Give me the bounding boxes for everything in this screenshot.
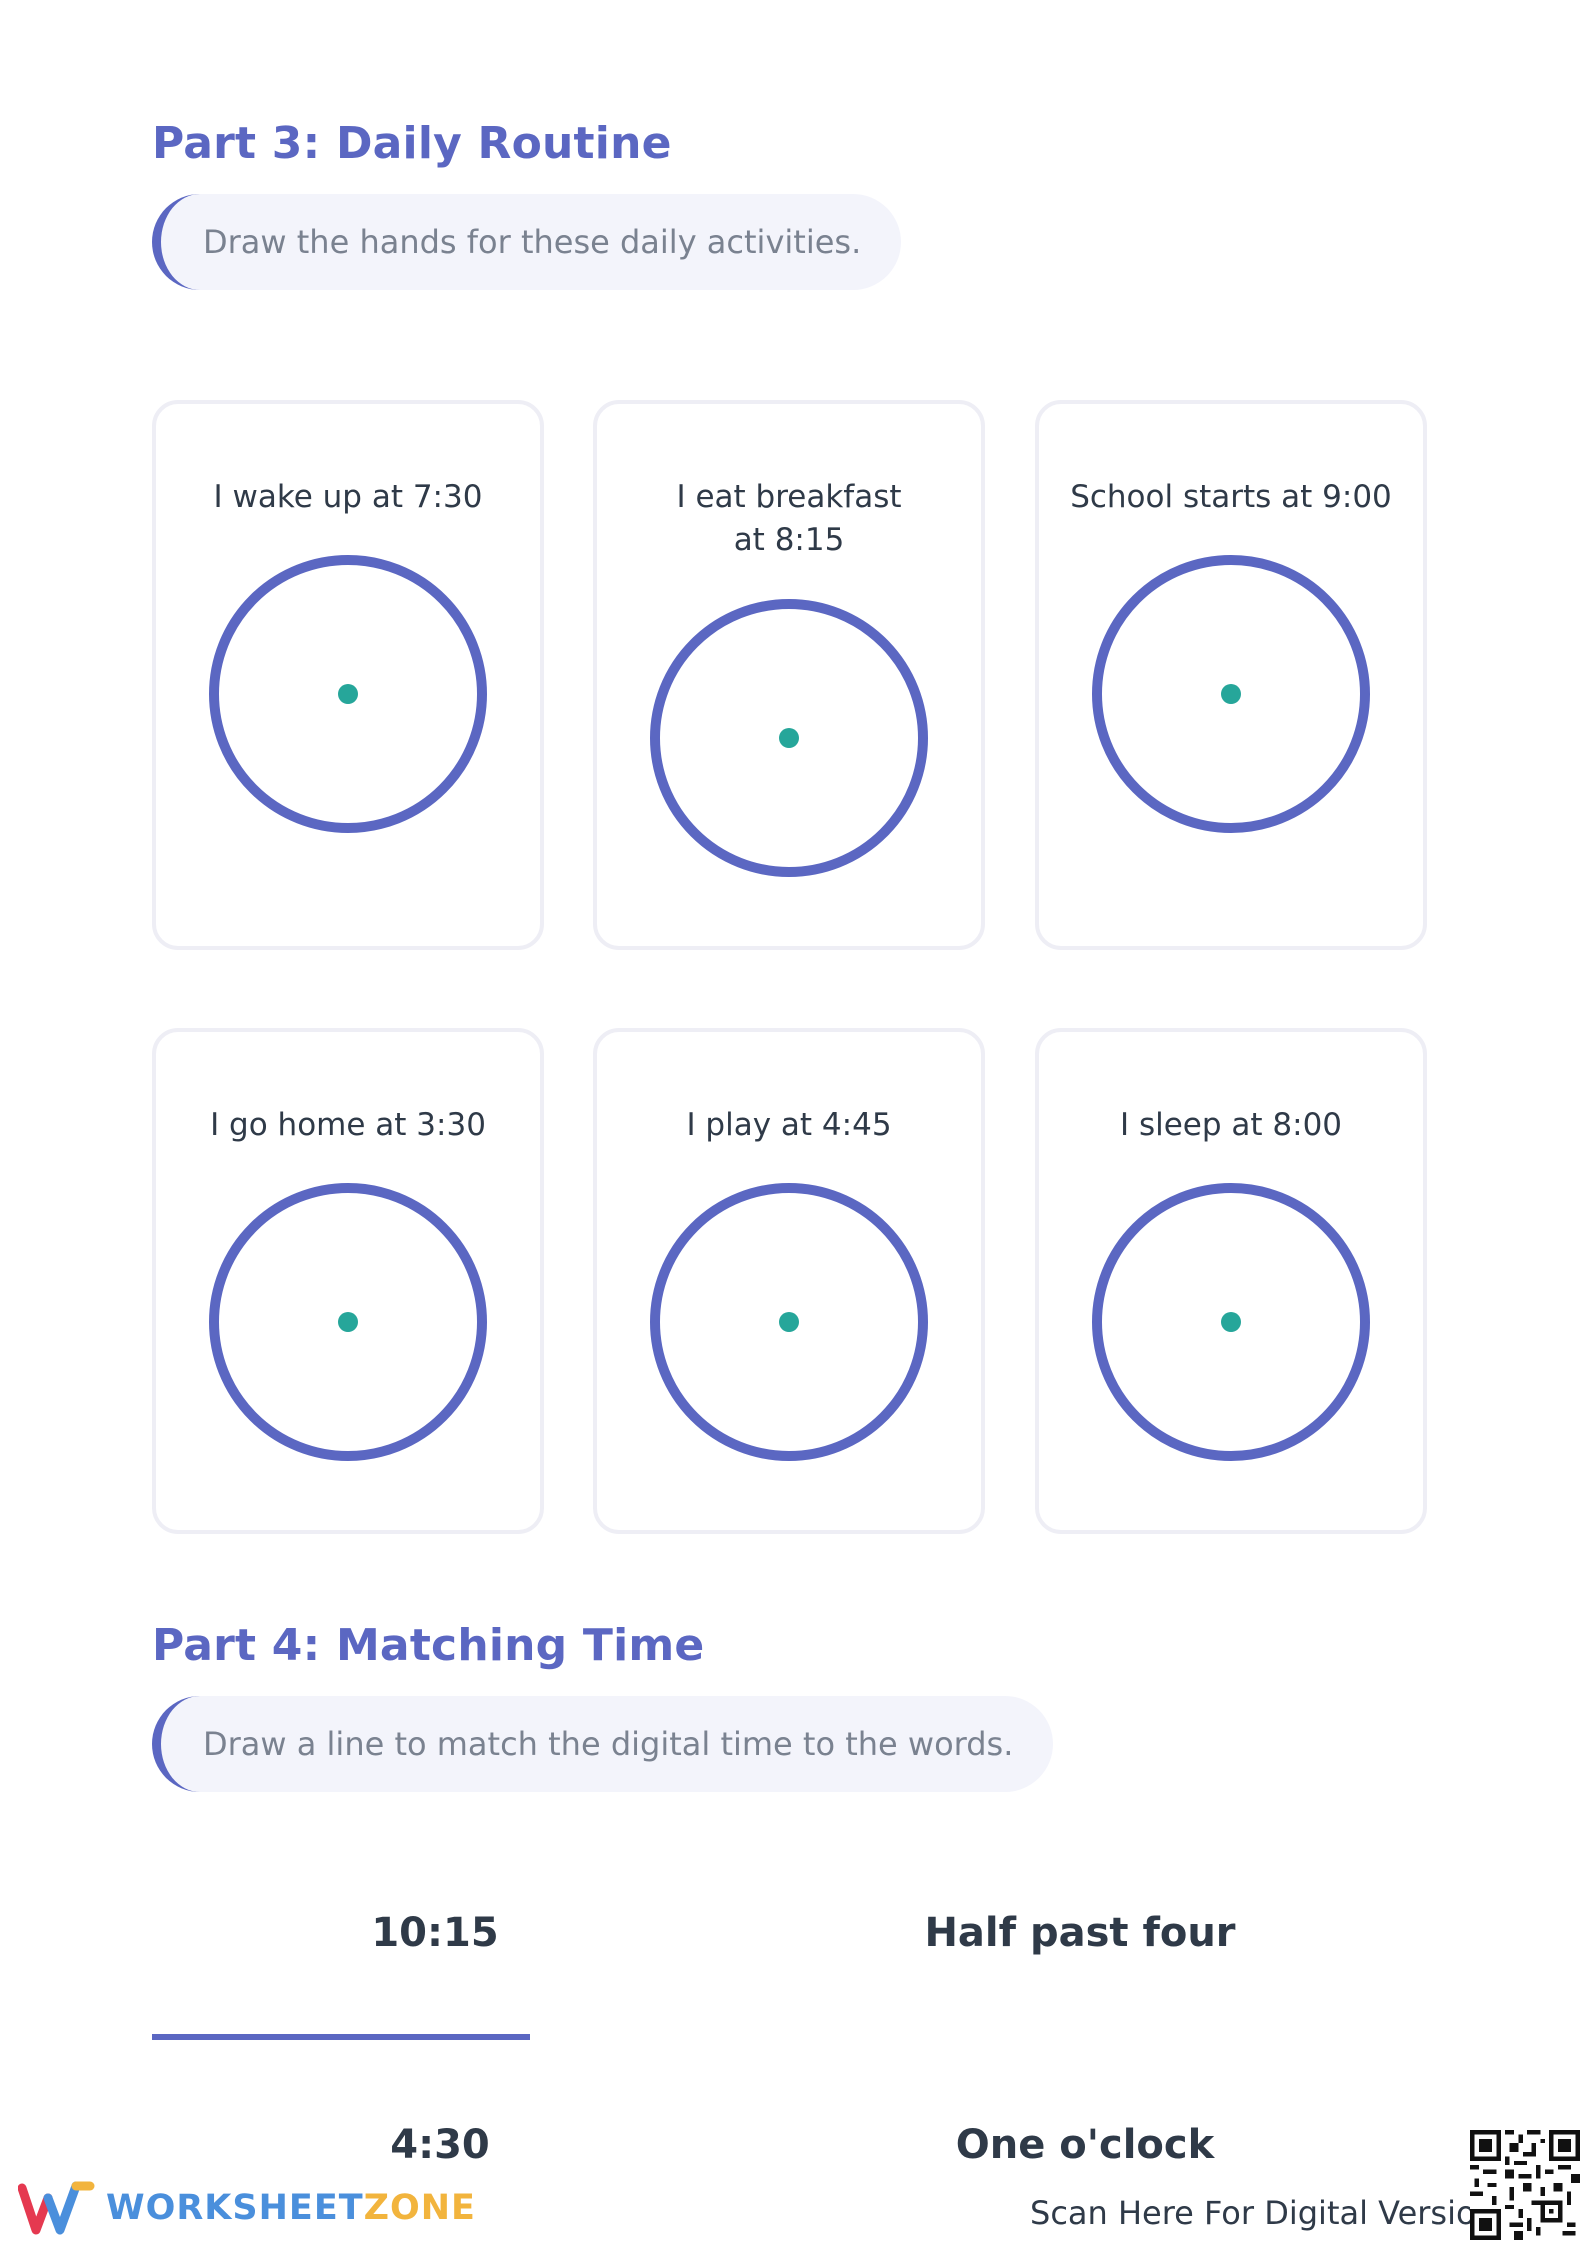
activity-card-2: I eat breakfast at 8:15 — [593, 400, 985, 950]
blank-clock-face[interactable] — [1091, 554, 1371, 834]
match-divider-line — [152, 2034, 530, 2040]
activity-card-text: I eat breakfast at 8:15 — [676, 479, 902, 558]
clock-rim — [650, 599, 928, 877]
digital-time-1[interactable]: 10:15 — [371, 1910, 499, 1956]
clock-rim — [1092, 555, 1370, 833]
clock-center-dot — [1221, 1312, 1241, 1332]
clock-rim — [209, 555, 487, 833]
blank-clock-face[interactable] — [208, 554, 488, 834]
clock-rim — [650, 1183, 928, 1461]
clock-center-dot — [338, 684, 358, 704]
part4-instruction: Draw a line to match the digital time to… — [152, 1696, 1054, 1792]
worksheetzone-w-logo-icon — [18, 2181, 95, 2235]
clock-center-dot — [779, 1312, 799, 1332]
part4-title: Part 4: Matching Time — [152, 1620, 705, 1671]
activity-card-6: I sleep at 8:00 — [1035, 1028, 1427, 1534]
clock-rim — [209, 1183, 487, 1461]
part3-instruction-text: Draw the hands for these daily activitie… — [203, 223, 862, 261]
digital-time-2[interactable]: 4:30 — [390, 2122, 490, 2168]
blank-clock-face[interactable] — [1091, 1182, 1371, 1462]
scan-instruction: Scan Here For Digital Version — [1030, 2194, 1496, 2232]
qr-code-icon[interactable] — [1470, 2130, 1580, 2240]
clock-center-dot — [1221, 684, 1241, 704]
activity-card-3: School starts at 9:00 — [1035, 400, 1427, 950]
activity-card-4: I go home at 3:30 — [152, 1028, 544, 1534]
activity-card-text: I go home at 3:30 — [210, 1107, 486, 1143]
activity-card-1: I wake up at 7:30 — [152, 400, 544, 950]
activity-card-text: I play at 4:45 — [686, 1107, 892, 1143]
blank-clock-face[interactable] — [208, 1182, 488, 1462]
worksheetzone-logo[interactable]: WORKSHEETZONE — [18, 2180, 476, 2236]
blank-clock-face[interactable] — [649, 598, 929, 878]
clock-rim — [1092, 1183, 1370, 1461]
part3-title: Part 3: Daily Routine — [152, 118, 672, 169]
activity-card-5: I play at 4:45 — [593, 1028, 985, 1534]
activity-card-text: I wake up at 7:30 — [213, 479, 483, 515]
clock-center-dot — [779, 728, 799, 748]
activity-card-text: I sleep at 8:00 — [1119, 1107, 1343, 1143]
logo-text: WORKSHEETZONE — [106, 2188, 476, 2228]
part3-instruction: Draw the hands for these daily activitie… — [152, 194, 902, 290]
word-time-1[interactable]: Half past four — [924, 1910, 1236, 1956]
logo-word-worksheet: WORKSHEET — [106, 2188, 364, 2228]
part4-instruction-text: Draw a line to match the digital time to… — [203, 1725, 1014, 1763]
logo-word-zone: ZONE — [363, 2188, 476, 2228]
clock-center-dot — [338, 1312, 358, 1332]
blank-clock-face[interactable] — [649, 1182, 929, 1462]
word-time-2[interactable]: One o'clock — [955, 2122, 1215, 2168]
activity-card-text: School starts at 9:00 — [1070, 479, 1392, 515]
